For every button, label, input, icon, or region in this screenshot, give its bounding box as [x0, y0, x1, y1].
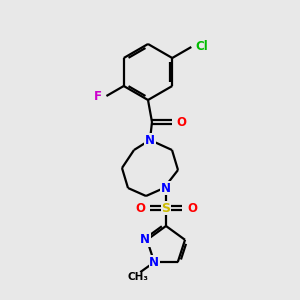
Text: Cl: Cl: [195, 40, 208, 53]
Text: F: F: [93, 89, 101, 103]
Text: N: N: [140, 233, 150, 246]
Text: O: O: [135, 202, 145, 214]
Text: CH₃: CH₃: [128, 272, 149, 282]
Text: N: N: [161, 182, 171, 194]
Text: N: N: [149, 256, 159, 269]
Text: S: S: [161, 202, 170, 214]
Text: O: O: [187, 202, 197, 214]
Text: O: O: [176, 116, 186, 128]
Text: N: N: [145, 134, 155, 146]
